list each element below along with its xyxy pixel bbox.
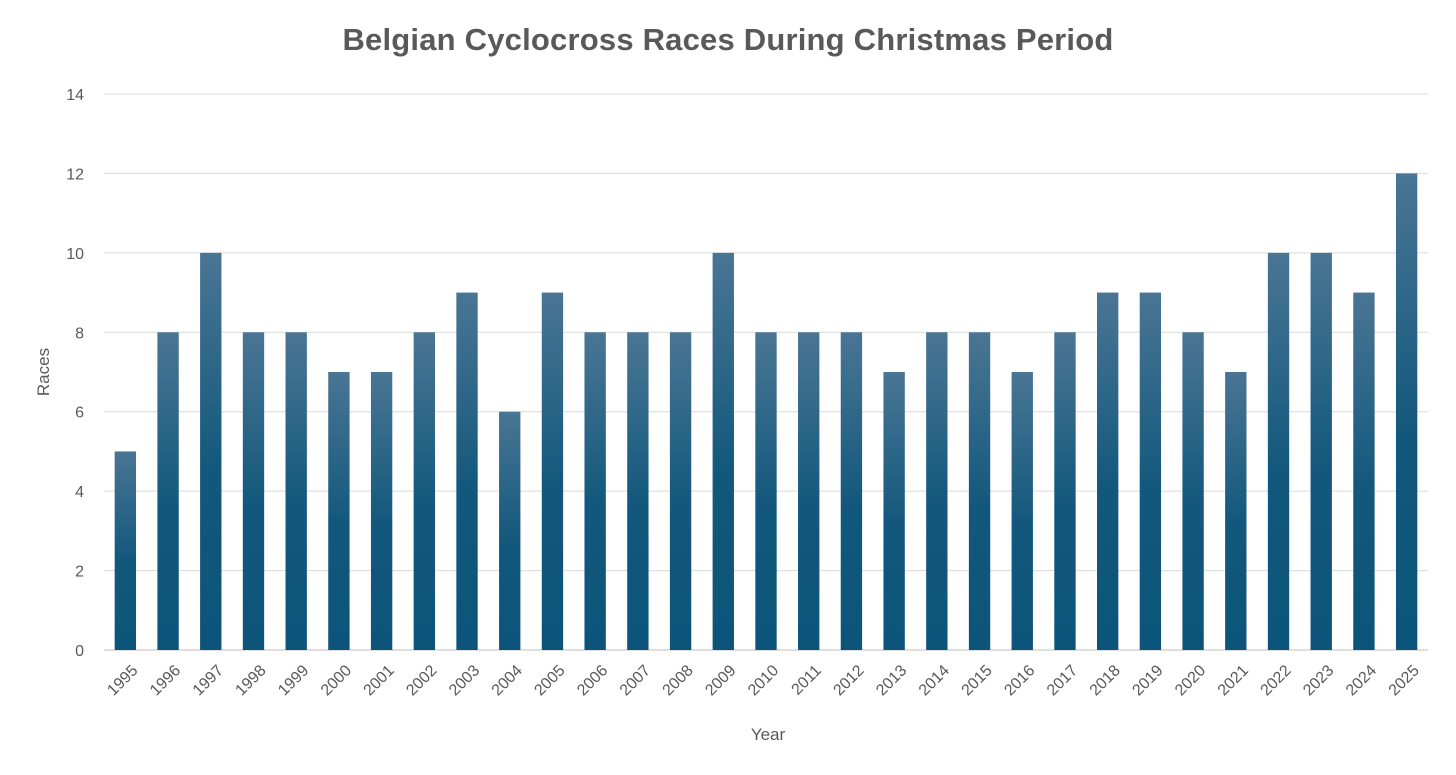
- bar-1996: [157, 332, 179, 650]
- bar-2025: [1395, 173, 1418, 650]
- x-tick-label: 2003: [446, 662, 483, 699]
- bar-2000: [328, 372, 350, 650]
- x-tick-label: 2015: [959, 662, 996, 699]
- bar-2016: [1011, 372, 1033, 650]
- x-tick-label: 1999: [275, 662, 312, 699]
- y-tick-label: 4: [75, 484, 84, 501]
- x-tick-label: 2024: [1343, 662, 1380, 699]
- x-tick-label: 1997: [190, 662, 227, 699]
- bar-2006: [584, 332, 606, 650]
- bar-2010: [755, 332, 777, 650]
- x-tick-label: 2007: [617, 662, 654, 699]
- x-tick-label: 1995: [104, 662, 141, 699]
- x-tick-label: 2004: [489, 662, 526, 699]
- bar-2022: [1267, 252, 1290, 651]
- bar-2021: [1225, 372, 1247, 650]
- x-tick-label: 2019: [1129, 662, 1166, 699]
- bar-2002: [413, 332, 435, 650]
- y-tick-label: 8: [75, 325, 84, 342]
- bar-2001: [370, 372, 393, 650]
- bar-2007: [627, 332, 649, 650]
- x-tick-label: 2002: [403, 662, 440, 699]
- bar-2019: [1139, 292, 1162, 650]
- x-tick-label: 2020: [1172, 662, 1209, 699]
- bar-2013: [883, 372, 905, 650]
- bar-2015: [968, 332, 991, 650]
- x-tick-label: 2013: [873, 662, 910, 699]
- y-tick-label: 14: [66, 87, 84, 104]
- bars: [114, 173, 1418, 651]
- bar-2020: [1182, 332, 1204, 650]
- x-tick-label: 2021: [1215, 662, 1252, 699]
- x-tick-label: 2008: [660, 662, 697, 699]
- x-tick-label: 1996: [147, 662, 184, 699]
- y-tick-label: 2: [75, 564, 84, 581]
- y-axis-ticks: 0 2 4 6 8 10 12 14: [66, 87, 84, 660]
- y-tick-label: 10: [66, 246, 84, 263]
- y-tick-label: 12: [66, 166, 84, 183]
- x-tick-label: 2011: [789, 662, 825, 698]
- x-tick-label: 2001: [361, 662, 398, 699]
- bar-1998: [242, 332, 265, 650]
- y-tick-label: 6: [75, 405, 84, 422]
- bar-1995: [114, 451, 137, 650]
- bar-2003: [456, 292, 478, 650]
- x-tick-label: 2022: [1258, 662, 1295, 699]
- chart-title: Belgian Cyclocross Races During Christma…: [342, 22, 1114, 57]
- x-tick-label: 2009: [702, 662, 739, 699]
- bar-2012: [840, 332, 863, 650]
- x-tick-label: 2006: [574, 662, 611, 699]
- bar-1997: [200, 252, 222, 651]
- bar-1999: [285, 332, 307, 650]
- bar-2009: [712, 252, 734, 651]
- x-tick-label: 2014: [916, 662, 953, 699]
- y-tick-label: 0: [75, 643, 84, 660]
- x-tick-label: 2005: [531, 662, 568, 699]
- y-axis-title: Races: [34, 348, 53, 396]
- bar-2011: [798, 332, 820, 650]
- x-axis-ticks: 1995 1996 1997 1998 1999 2000 2001 2002 2003 2004…: [104, 662, 1423, 699]
- x-tick-label: 2023: [1300, 662, 1337, 699]
- x-tick-label: 2010: [745, 662, 782, 699]
- bar-2004: [499, 411, 521, 650]
- x-axis-title: Year: [751, 725, 786, 744]
- x-tick-label: 2016: [1001, 662, 1038, 699]
- bar-2008: [669, 332, 692, 650]
- x-tick-label: 2017: [1044, 662, 1081, 699]
- x-tick-label: 2000: [318, 662, 355, 699]
- bar-2014: [926, 332, 948, 650]
- x-tick-label: 1998: [232, 662, 269, 699]
- bar-2017: [1054, 332, 1076, 650]
- x-tick-label: 2012: [830, 662, 867, 699]
- bar-2023: [1310, 252, 1332, 651]
- bar-2018: [1097, 292, 1119, 650]
- bar-2024: [1353, 292, 1375, 650]
- x-tick-label: 2018: [1087, 662, 1124, 699]
- x-tick-label: 2025: [1386, 662, 1423, 699]
- bar-2005: [541, 292, 564, 650]
